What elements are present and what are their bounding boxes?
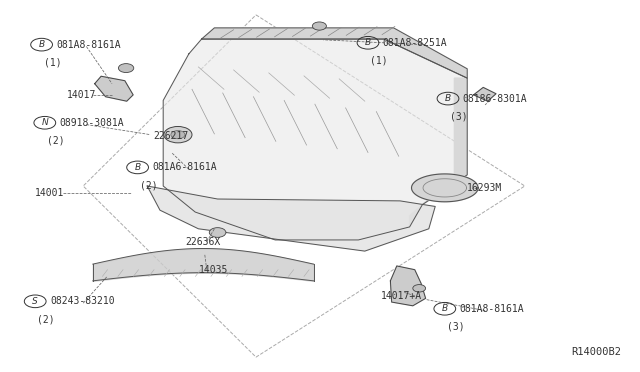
Text: (3): (3): [450, 112, 468, 121]
Circle shape: [312, 22, 326, 30]
Text: 081A8-8251A: 081A8-8251A: [383, 38, 447, 48]
Text: 081A8-8161A: 081A8-8161A: [460, 304, 524, 314]
Text: (1): (1): [44, 58, 61, 67]
Text: 14017+A: 14017+A: [381, 291, 422, 301]
Circle shape: [164, 126, 192, 143]
Text: 226217: 226217: [154, 131, 189, 141]
Text: 08186-8301A: 08186-8301A: [463, 94, 527, 103]
Text: B: B: [365, 38, 371, 47]
Circle shape: [413, 285, 426, 292]
Polygon shape: [474, 87, 496, 101]
Text: 081A6-8161A: 081A6-8161A: [152, 163, 217, 172]
Text: 081A8-8161A: 081A8-8161A: [56, 40, 121, 49]
Polygon shape: [390, 266, 426, 306]
Polygon shape: [412, 174, 478, 202]
Polygon shape: [163, 39, 467, 240]
Circle shape: [171, 131, 185, 139]
Polygon shape: [410, 78, 467, 227]
Circle shape: [209, 228, 226, 237]
Text: 14017: 14017: [67, 90, 97, 100]
Text: (1): (1): [370, 56, 388, 65]
Text: 14035: 14035: [198, 265, 228, 275]
Text: (2): (2): [140, 180, 157, 190]
Text: B: B: [442, 304, 448, 313]
Text: B: B: [134, 163, 141, 172]
Text: (2): (2): [47, 136, 65, 145]
Polygon shape: [202, 28, 467, 78]
Polygon shape: [147, 186, 435, 251]
Text: 08243-83210: 08243-83210: [50, 296, 115, 306]
Text: S: S: [33, 297, 38, 306]
Circle shape: [118, 64, 134, 73]
Text: 22636X: 22636X: [186, 237, 221, 247]
Text: N: N: [42, 118, 48, 127]
Text: (2): (2): [37, 314, 55, 324]
Text: B: B: [445, 94, 451, 103]
Text: (3): (3): [447, 322, 465, 331]
Text: 14001: 14001: [35, 189, 65, 198]
Text: B: B: [38, 40, 45, 49]
Text: 08918-3081A: 08918-3081A: [60, 118, 124, 128]
Polygon shape: [95, 76, 133, 101]
Text: R14000B2: R14000B2: [571, 347, 621, 357]
Text: 16293M: 16293M: [467, 183, 502, 193]
